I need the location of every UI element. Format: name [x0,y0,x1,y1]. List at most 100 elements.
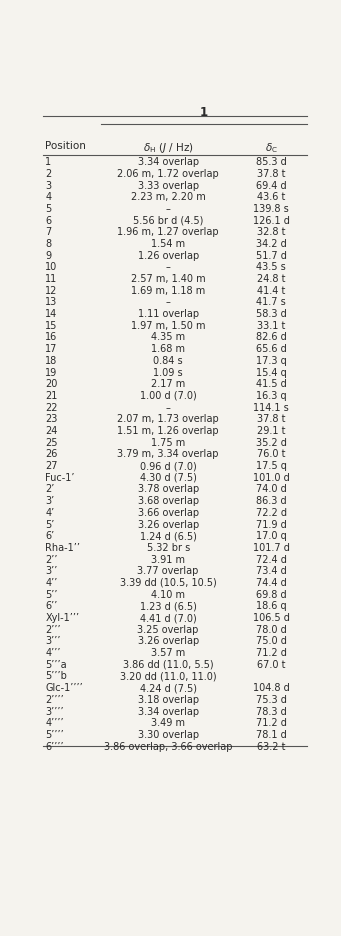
Text: 1.09 s: 1.09 s [153,367,183,377]
Text: 32.8 t: 32.8 t [257,227,285,237]
Text: Fuc-1’: Fuc-1’ [45,473,75,482]
Text: 2.06 m, 1.72 overlap: 2.06 m, 1.72 overlap [117,168,219,179]
Text: 86.3 d: 86.3 d [256,495,286,505]
Text: 114.1 s: 114.1 s [253,402,289,412]
Text: 71.2 d: 71.2 d [256,648,287,657]
Text: 67.0 t: 67.0 t [257,659,285,669]
Text: 101.0 d: 101.0 d [253,473,290,482]
Text: 2.17 m: 2.17 m [151,379,185,388]
Text: 4’’: 4’’ [45,578,58,587]
Text: 3.66 overlap: 3.66 overlap [137,507,199,518]
Text: 29.1 t: 29.1 t [257,426,285,435]
Text: 139.8 s: 139.8 s [253,204,289,213]
Text: 6’: 6’ [45,531,55,541]
Text: 75.0 d: 75.0 d [256,636,287,646]
Text: 2’: 2’ [45,484,55,494]
Text: 69.8 d: 69.8 d [256,589,286,599]
Text: 6’’’’: 6’’’’ [45,740,64,751]
Text: 63.2 t: 63.2 t [257,740,285,751]
Text: 3: 3 [45,181,51,190]
Text: 15: 15 [45,320,58,330]
Text: 1.69 m, 1.18 m: 1.69 m, 1.18 m [131,285,205,296]
Text: 6’’: 6’’ [45,601,58,610]
Text: 3.39 dd (10.5, 10.5): 3.39 dd (10.5, 10.5) [120,578,217,587]
Text: 41.4 t: 41.4 t [257,285,285,296]
Text: 14: 14 [45,309,58,319]
Text: 1.96 m, 1.27 overlap: 1.96 m, 1.27 overlap [117,227,219,237]
Text: 2’’: 2’’ [45,554,58,564]
Text: 5’’’’: 5’’’’ [45,729,64,739]
Text: –: – [166,297,170,307]
Text: 58.3 d: 58.3 d [256,309,286,319]
Text: 13: 13 [45,297,58,307]
Text: 5.56 br d (4.5): 5.56 br d (4.5) [133,215,203,226]
Text: 1.11 overlap: 1.11 overlap [137,309,199,319]
Text: 18: 18 [45,356,58,365]
Text: $\delta_{\rm C}$: $\delta_{\rm C}$ [265,141,278,155]
Text: 3.86 overlap, 3.66 overlap: 3.86 overlap, 3.66 overlap [104,740,233,751]
Text: 43.5 s: 43.5 s [256,262,286,272]
Text: 3.33 overlap: 3.33 overlap [137,181,199,190]
Text: 4.30 d (7.5): 4.30 d (7.5) [140,473,197,482]
Text: 3’’’’: 3’’’’ [45,706,64,716]
Text: 73.4 d: 73.4 d [256,565,286,576]
Text: 101.7 d: 101.7 d [253,542,290,552]
Text: 65.6 d: 65.6 d [256,344,286,354]
Text: 7: 7 [45,227,51,237]
Text: 2’’’: 2’’’ [45,624,61,634]
Text: –: – [166,402,170,412]
Text: 126.1 d: 126.1 d [253,215,290,226]
Text: 24.8 t: 24.8 t [257,273,285,284]
Text: 2: 2 [45,168,51,179]
Text: 1.23 d (6.5): 1.23 d (6.5) [140,601,197,610]
Text: 1.26 overlap: 1.26 overlap [137,251,199,260]
Text: 5: 5 [45,204,51,213]
Text: 25: 25 [45,437,58,447]
Text: –: – [166,262,170,272]
Text: 78.1 d: 78.1 d [256,729,286,739]
Text: 3.20 dd (11.0, 11.0): 3.20 dd (11.0, 11.0) [120,671,217,680]
Text: 3.18 overlap: 3.18 overlap [137,695,199,704]
Text: 3.78 overlap: 3.78 overlap [137,484,199,494]
Text: 22: 22 [45,402,58,412]
Text: 3.25 overlap: 3.25 overlap [137,624,199,634]
Text: 17: 17 [45,344,58,354]
Text: 27: 27 [45,461,58,471]
Text: 74.4 d: 74.4 d [256,578,286,587]
Text: 17.0 q: 17.0 q [256,531,286,541]
Text: 1.00 d (7.0): 1.00 d (7.0) [140,390,196,401]
Text: 12: 12 [45,285,58,296]
Text: 16: 16 [45,332,58,343]
Text: 5.32 br s: 5.32 br s [147,542,190,552]
Text: 21: 21 [45,390,58,401]
Text: 26: 26 [45,449,58,459]
Text: 11: 11 [45,273,58,284]
Text: 3’: 3’ [45,495,55,505]
Text: 3.34 overlap: 3.34 overlap [137,157,199,167]
Text: 6: 6 [45,215,51,226]
Text: 4: 4 [45,192,51,202]
Text: 2’’’’: 2’’’’ [45,695,64,704]
Text: 106.5 d: 106.5 d [253,612,290,622]
Text: 1.75 m: 1.75 m [151,437,185,447]
Text: 1: 1 [200,106,208,119]
Text: Rha-1’’: Rha-1’’ [45,542,80,552]
Text: 104.8 d: 104.8 d [253,682,290,693]
Text: 19: 19 [45,367,58,377]
Text: 3.57 m: 3.57 m [151,648,185,657]
Text: 41.5 d: 41.5 d [256,379,286,388]
Text: 74.0 d: 74.0 d [256,484,286,494]
Text: 3.26 overlap: 3.26 overlap [137,636,199,646]
Text: 15.4 q: 15.4 q [256,367,286,377]
Text: 3.86 dd (11.0, 5.5): 3.86 dd (11.0, 5.5) [123,659,213,669]
Text: 5’: 5’ [45,519,55,529]
Text: 0.96 d (7.0): 0.96 d (7.0) [140,461,196,471]
Text: Glc-1’’’’: Glc-1’’’’ [45,682,83,693]
Text: 4.35 m: 4.35 m [151,332,185,343]
Text: 18.6 q: 18.6 q [256,601,286,610]
Text: 1.97 m, 1.50 m: 1.97 m, 1.50 m [131,320,205,330]
Text: 4.41 d (7.0): 4.41 d (7.0) [140,612,196,622]
Text: Position: Position [45,141,86,151]
Text: 72.4 d: 72.4 d [256,554,287,564]
Text: 2.23 m, 2.20 m: 2.23 m, 2.20 m [131,192,206,202]
